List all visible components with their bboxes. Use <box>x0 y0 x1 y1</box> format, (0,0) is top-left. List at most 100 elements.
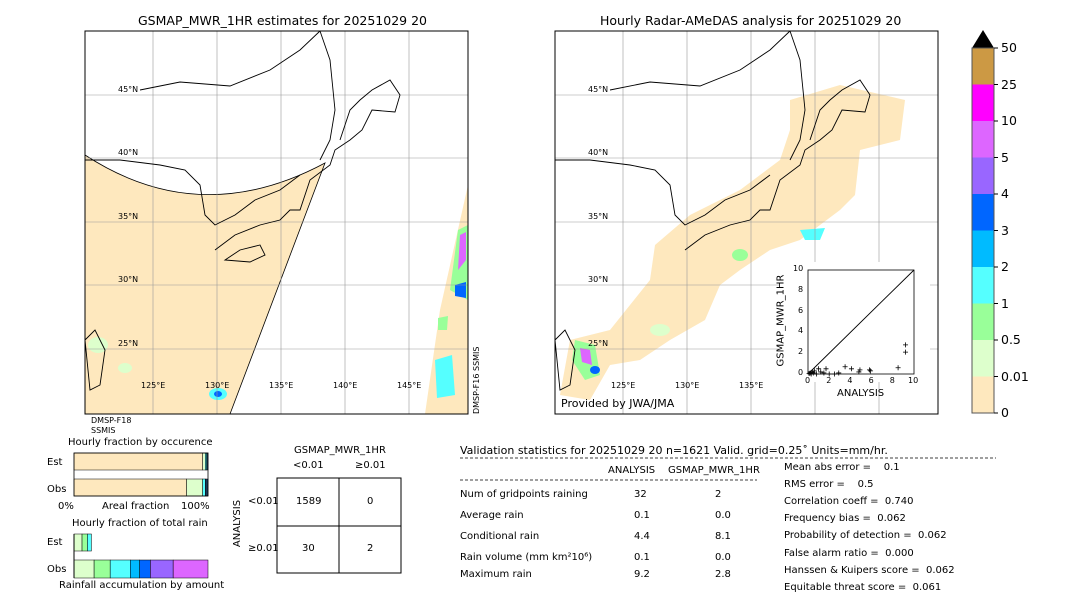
score-line: Equitable threat score = 0.061 <box>784 581 942 593</box>
stats-col-analysis: ANALYSIS <box>608 465 656 476</box>
sat-left-2: SSMIS <box>91 426 116 435</box>
scatter-point <box>810 370 816 376</box>
scatter-point <box>816 366 822 372</box>
scatter-inset <box>806 269 915 377</box>
left-lon-label: 140°E <box>333 381 358 390</box>
scatter-xlabel: ANALYSIS <box>837 388 885 399</box>
scatter-point <box>811 368 817 374</box>
occ-est-label: Est <box>47 457 63 468</box>
scatter-ylabel: GSMAP_MWR_1HR <box>775 274 787 367</box>
score-line: False alarm ratio = 0.000 <box>784 547 914 559</box>
left-lat-label: 40°N <box>118 148 139 157</box>
scatter-point <box>806 370 812 376</box>
rain-amount-segment <box>87 533 92 552</box>
stats-gsmap-value: 8.1 <box>715 531 731 542</box>
ct-row-0: <0.01 <box>248 496 279 507</box>
score-line: Mean abs error = 0.1 <box>784 462 900 473</box>
colorbar-segment <box>972 230 994 268</box>
stats-analysis-value: 9.2 <box>634 569 650 580</box>
colorbar-tick-label: 4 <box>1001 186 1009 201</box>
occ-xlabel: Areal fraction <box>102 501 170 512</box>
colorbar-tick-label: 50 <box>1001 40 1017 55</box>
scatter-point <box>903 342 909 348</box>
scatter-x-tick: 2 <box>826 376 832 385</box>
rain-amount-segment <box>109 559 131 579</box>
tot-obs-label: Obs <box>47 564 67 575</box>
rain-amount-segment <box>172 559 209 579</box>
right-lat-label: 45°N <box>588 85 609 94</box>
scatter-point <box>836 370 842 376</box>
total-xlabel: Rainfall accumulation by amount <box>59 580 225 591</box>
stats-row-label: Num of gridpoints raining <box>460 489 588 500</box>
scatter-point <box>857 367 863 373</box>
occ-obs-label: Obs <box>47 484 67 495</box>
rain-amount-segment <box>81 533 88 552</box>
occurrence-segment <box>73 478 187 497</box>
colorbar-segment <box>972 340 994 377</box>
colorbar-segment <box>972 157 994 195</box>
scatter-x-tick: 6 <box>868 376 874 385</box>
scatter-point <box>868 368 874 374</box>
occurrence-segment <box>73 452 203 471</box>
ct-cell-01: 0 <box>367 496 374 507</box>
scatter-point <box>856 369 862 375</box>
left-lon-label: 145°E <box>397 381 422 390</box>
scatter-y-tick: 6 <box>798 305 804 315</box>
credit: Provided by JWA/JMA <box>561 397 675 410</box>
stats-analysis-value: 0.1 <box>634 552 650 563</box>
scatter-y-tick: 2 <box>798 347 804 357</box>
total-rain-chart <box>73 533 209 579</box>
colorbar-segment <box>972 194 994 231</box>
colorbar-tick-label: 25 <box>1001 76 1017 92</box>
colorbar-tick-label: 0.01 <box>1001 368 1029 384</box>
ct-row-axis: ANALYSIS <box>232 499 244 548</box>
analysis-rain-area <box>560 85 905 400</box>
scatter-point <box>903 349 909 355</box>
tot-est-label: Est <box>47 537 63 548</box>
scatter-y-tick: 4 <box>798 326 804 336</box>
right-lat-label: 25°N <box>588 339 609 348</box>
rain-amount-segment <box>73 559 95 579</box>
stats-gsmap-value: 2 <box>715 489 722 500</box>
occurrence-segment <box>186 478 203 497</box>
ct-header: GSMAP_MWR_1HR <box>294 445 386 456</box>
stats-row-label: Conditional rain <box>460 531 540 542</box>
scatter-x-tick: 10 <box>908 376 919 385</box>
colorbar-tick-label: 5 <box>1001 149 1009 165</box>
left-lat-label: 25°N <box>118 339 139 348</box>
scatter-point <box>832 371 837 377</box>
right-lat-label: 40°N <box>588 148 609 157</box>
colorbar-segment <box>972 121 994 158</box>
right-lon-label: 130°E <box>675 381 700 390</box>
score-line: Hanssen & Kuipers score = 0.062 <box>784 564 955 576</box>
rain-amount-segment <box>139 559 151 579</box>
scatter-point <box>808 371 814 377</box>
sat-right: DMSP-F16 SSMIS <box>472 346 481 415</box>
one-to-one-line <box>807 269 915 375</box>
stats-title: Validation statistics for 20251029 20 n=… <box>460 444 888 457</box>
total-title: Hourly fraction of total rain <box>72 518 208 529</box>
left-lat-label: 35°N <box>118 212 139 221</box>
right-lat-label: 30°N <box>588 275 609 284</box>
score-line: Frequency bias = 0.062 <box>784 513 906 525</box>
scatter-point <box>848 366 854 372</box>
ct-col-1: ≥0.01 <box>355 460 386 471</box>
left-map-title: GSMAP_MWR_1HR estimates for 20251029 20 <box>138 13 427 28</box>
left-lat-label: 30°N <box>118 275 139 284</box>
occurrence-chart <box>73 452 209 497</box>
contingency-grid <box>276 477 402 574</box>
rain-amount-segment <box>73 533 83 552</box>
stats-analysis-value: 32 <box>634 489 647 500</box>
scatter-point <box>842 364 848 370</box>
occurrence-title: Hourly fraction by occurence <box>68 437 213 448</box>
colorbar-extend-arrow <box>972 30 994 48</box>
left-lat-label: 45°N <box>118 85 139 94</box>
stats-gsmap-value: 0.0 <box>715 510 731 521</box>
scatter-point <box>823 366 829 372</box>
left-coastline <box>84 30 401 391</box>
stats-row-label: Average rain <box>460 510 524 521</box>
score-line: RMS error = 0.5 <box>784 479 874 491</box>
ct-row-1: ≥0.01 <box>248 543 279 554</box>
right-lon-label: 125°E <box>611 381 636 390</box>
